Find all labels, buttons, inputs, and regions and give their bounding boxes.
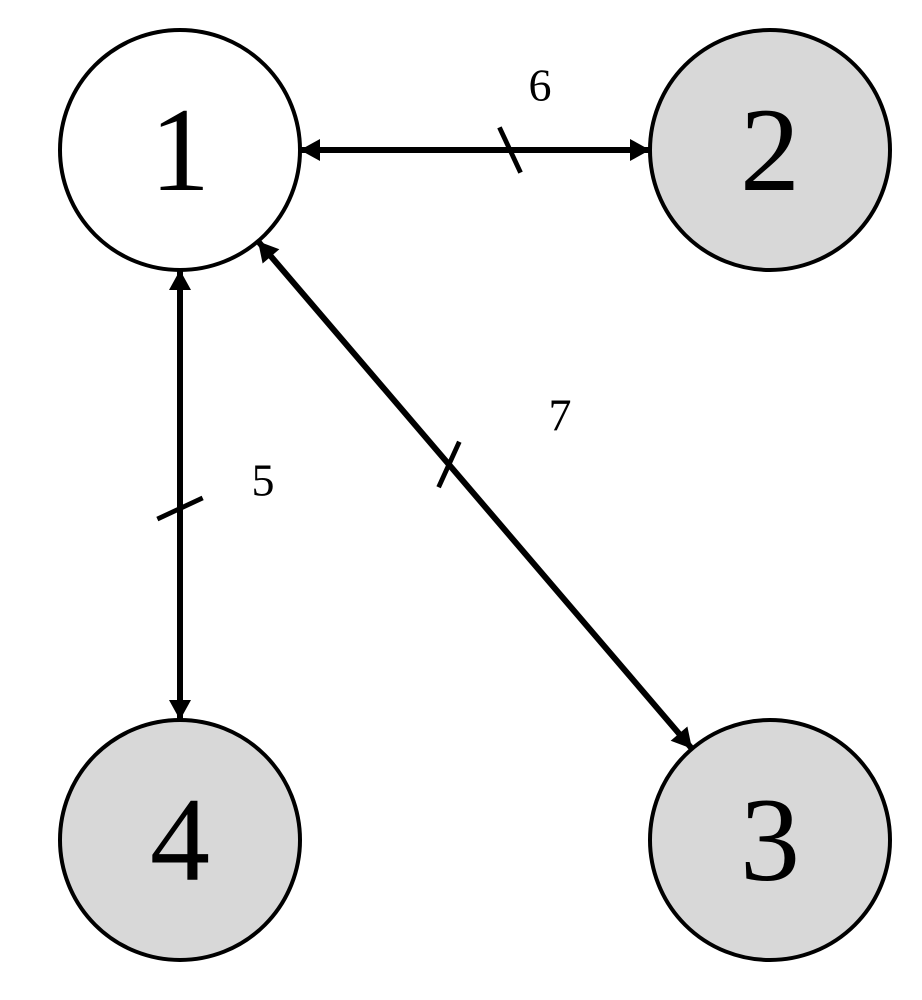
node-label-n1: 1 (60, 81, 300, 219)
edge-label-e6: 6 (529, 59, 552, 112)
node-label-n3: 3 (650, 771, 890, 909)
diagram-canvas: 5 6 7 1 2 3 4 (0, 0, 922, 1000)
edge-label-e5: 5 (252, 454, 275, 507)
edge-tick-e7 (439, 442, 460, 488)
edge-e7 (258, 241, 692, 749)
arrowhead (169, 270, 191, 290)
arrowhead (630, 139, 650, 161)
edge-label-e7: 7 (549, 389, 572, 442)
arrowhead (169, 700, 191, 720)
node-label-n4: 4 (60, 771, 300, 909)
arrowhead (300, 139, 320, 161)
node-label-n2: 2 (650, 81, 890, 219)
